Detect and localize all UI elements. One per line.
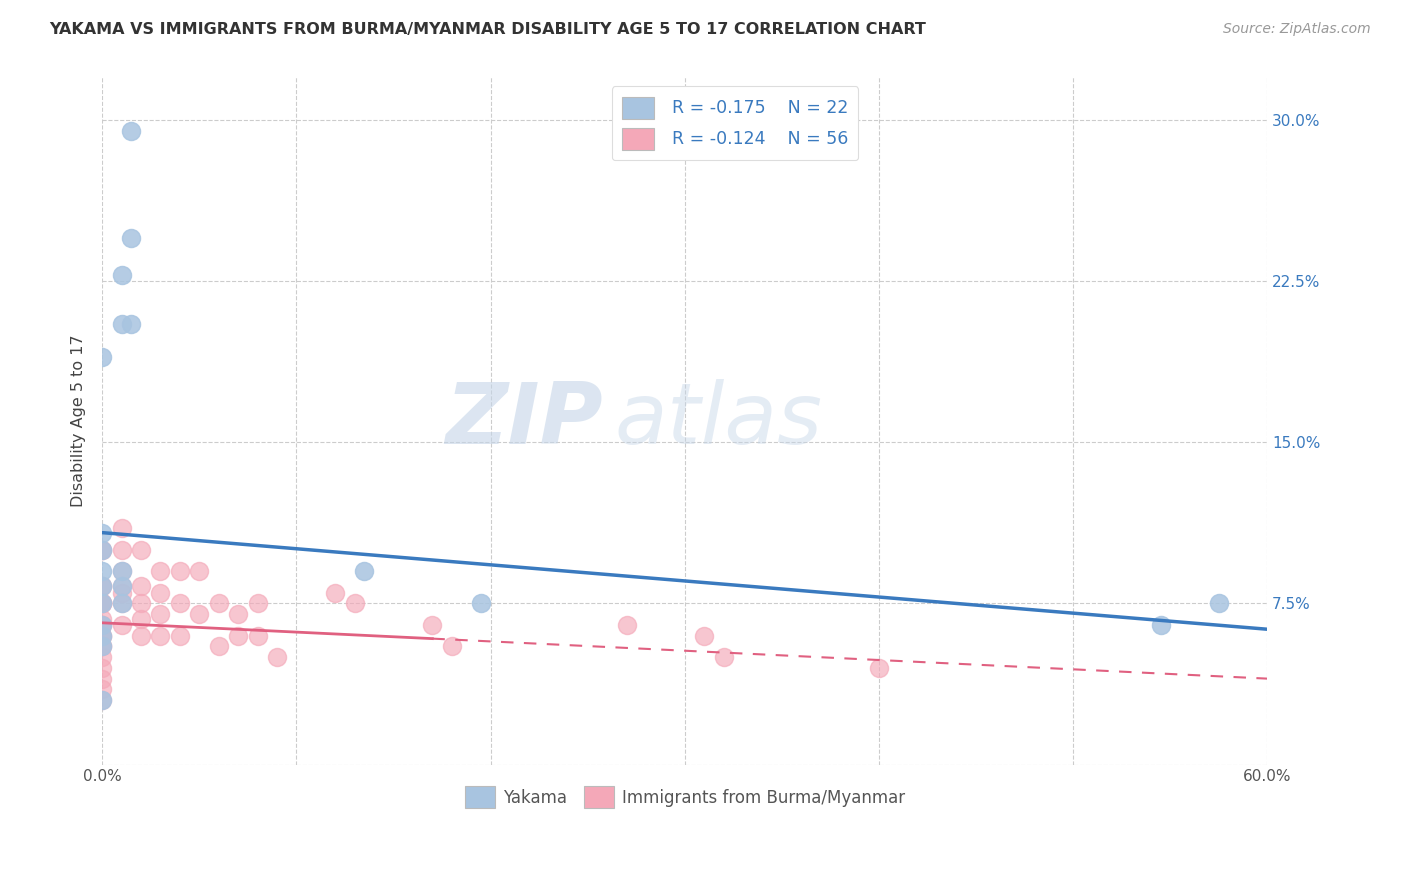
Point (91, 542, 114, 557)
Point (1208, 597, 1230, 611)
Text: ZIP: ZIP (446, 379, 603, 462)
Point (91, 618, 114, 632)
Point (91, 629, 114, 643)
Point (208, 597, 231, 611)
Point (111, 542, 134, 557)
Point (91, 597, 114, 611)
Point (226, 607, 249, 622)
Point (91, 579, 114, 593)
Point (188, 564, 211, 578)
Point (111, 564, 134, 578)
Point (111, 268, 134, 282)
Point (120, 318, 142, 332)
Point (693, 629, 716, 643)
Point (353, 564, 375, 578)
Point (149, 586, 172, 600)
Point (188, 607, 211, 622)
Point (91, 693, 114, 707)
Point (129, 597, 152, 611)
Text: YAKAMA VS IMMIGRANTS FROM BURMA/MYANMAR DISABILITY AGE 5 TO 17 CORRELATION CHART: YAKAMA VS IMMIGRANTS FROM BURMA/MYANMAR … (49, 22, 927, 37)
Point (129, 542, 152, 557)
Point (91, 579, 114, 593)
Point (91, 350, 114, 364)
Point (91, 597, 114, 611)
Point (111, 521, 134, 535)
Y-axis label: Disability Age 5 to 17: Disability Age 5 to 17 (72, 334, 86, 508)
Point (91, 597, 114, 611)
Point (91, 629, 114, 643)
Point (420, 618, 443, 632)
Point (149, 564, 172, 578)
Point (111, 564, 134, 578)
Point (713, 650, 735, 665)
Text: atlas: atlas (614, 379, 823, 462)
Point (91, 693, 114, 707)
Point (91, 597, 114, 611)
Point (343, 597, 366, 611)
Text: Source: ZipAtlas.com: Source: ZipAtlas.com (1223, 22, 1371, 37)
Point (149, 607, 172, 622)
Point (91, 564, 114, 578)
Point (91, 611, 114, 625)
Point (169, 564, 191, 578)
Point (120, 231, 142, 245)
Point (91, 672, 114, 686)
Point (1149, 618, 1171, 632)
Point (226, 629, 249, 643)
Point (91, 629, 114, 643)
Point (169, 597, 191, 611)
Point (91, 525, 114, 540)
Point (129, 611, 152, 625)
Point (169, 629, 191, 643)
Point (91, 597, 114, 611)
Point (91, 579, 114, 593)
Point (91, 640, 114, 654)
Point (91, 640, 114, 654)
Point (868, 661, 890, 675)
Point (111, 586, 134, 600)
Point (323, 586, 346, 600)
Point (91, 650, 114, 665)
Point (111, 579, 134, 593)
Point (129, 629, 152, 643)
Point (91, 640, 114, 654)
Point (120, 124, 142, 138)
Point (91, 542, 114, 557)
Point (91, 542, 114, 557)
Point (91, 618, 114, 632)
Point (246, 597, 269, 611)
Point (246, 629, 269, 643)
Point (91, 618, 114, 632)
Point (149, 629, 172, 643)
Point (266, 650, 288, 665)
Point (111, 318, 134, 332)
Point (440, 640, 463, 654)
Point (111, 618, 134, 632)
Point (111, 597, 134, 611)
Point (111, 597, 134, 611)
Point (470, 597, 492, 611)
Point (208, 640, 231, 654)
Point (91, 682, 114, 697)
Legend: Yakama, Immigrants from Burma/Myanmar: Yakama, Immigrants from Burma/Myanmar (458, 780, 911, 814)
Point (129, 579, 152, 593)
Point (91, 661, 114, 675)
Point (111, 579, 134, 593)
Point (616, 618, 638, 632)
